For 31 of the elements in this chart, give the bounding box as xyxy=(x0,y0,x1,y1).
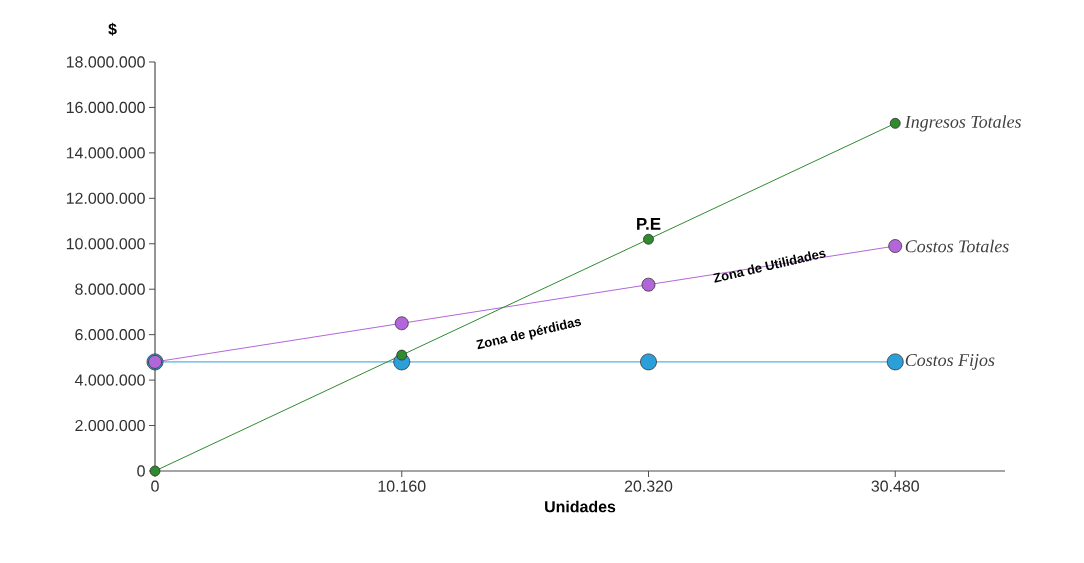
y-tick-label: 8.000.000 xyxy=(75,283,145,295)
y-axis-title: $ xyxy=(108,22,117,36)
y-tick-label: 12.000.000 xyxy=(66,192,145,204)
y-tick-label: 4.000.000 xyxy=(74,374,145,386)
x-tick-label: 20.320 xyxy=(624,480,673,492)
series-label: Ingresos Totales xyxy=(904,115,1021,132)
point xyxy=(889,117,901,129)
y-tick-label: 6.000.000 xyxy=(75,329,145,341)
point xyxy=(394,316,409,331)
series-label: Costos Fijos xyxy=(905,354,995,370)
point xyxy=(640,353,657,371)
x-tick-label: 0 xyxy=(151,480,159,492)
x-axis-title: Unidades xyxy=(545,500,616,513)
y-tick-label: 2.000.000 xyxy=(75,419,145,432)
x-tick-label: 10.160 xyxy=(378,480,426,492)
point xyxy=(886,353,904,371)
y-tick-label: 18.000.000 xyxy=(66,56,145,68)
annotation: Zona de Utilidades xyxy=(713,250,826,283)
point xyxy=(149,465,161,477)
point xyxy=(643,233,654,245)
x-tick-label: 30.480 xyxy=(871,480,919,492)
point xyxy=(641,277,656,292)
annotation: P.E xyxy=(637,218,661,230)
y-tick-label: 10.000.000 xyxy=(66,238,145,250)
series-label: Costos Totales xyxy=(905,239,1009,253)
annotation: Zona de pérdidas xyxy=(476,319,582,350)
y-tick-label: 14.000.000 xyxy=(66,147,145,159)
y-tick-label: 0 xyxy=(137,465,145,477)
point xyxy=(396,349,408,361)
y-tick-label: 16.000.000 xyxy=(66,101,145,114)
point xyxy=(888,239,903,253)
